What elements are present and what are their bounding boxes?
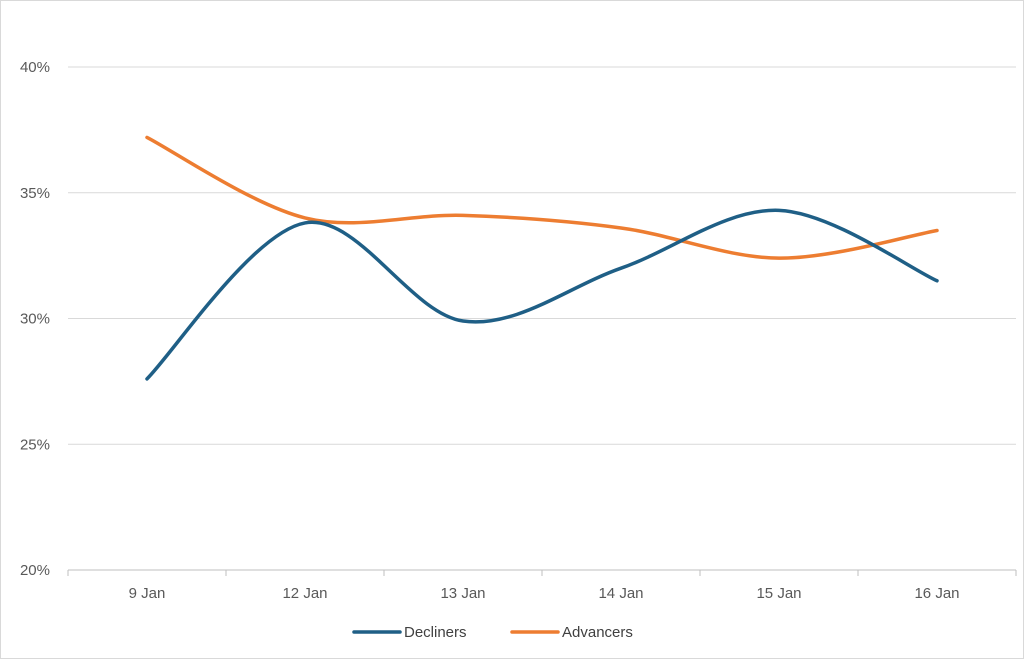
y-tick-label: 35% bbox=[20, 185, 50, 202]
x-tick-label: 14 Jan bbox=[598, 585, 643, 602]
x-tick-label: 16 Jan bbox=[914, 585, 959, 602]
x-tick-label: 12 Jan bbox=[282, 585, 327, 602]
legend-item-advancers: Advancers bbox=[510, 624, 633, 641]
y-tick-label: 25% bbox=[20, 436, 50, 453]
y-tick-label: 30% bbox=[20, 311, 50, 328]
gridlines bbox=[68, 66, 1016, 445]
x-tick-label: 15 Jan bbox=[756, 585, 801, 602]
x-tick-label: 9 Jan bbox=[129, 585, 166, 602]
x-axis bbox=[67, 569, 1017, 576]
series-line-advancers bbox=[145, 135, 939, 260]
x-tick-label: 13 Jan bbox=[440, 585, 485, 602]
y-axis-tick-labels: 20% 25% 30% 35% 40% bbox=[20, 59, 50, 579]
x-axis-tick-labels: 9 Jan 12 Jan 13 Jan 14 Jan 15 Jan 16 Jan bbox=[129, 585, 960, 602]
y-tick-label: 40% bbox=[20, 59, 50, 76]
y-tick-label: 20% bbox=[20, 562, 50, 579]
series-lines bbox=[145, 135, 939, 381]
legend-label: Decliners bbox=[404, 624, 467, 641]
legend: Decliners Advancers bbox=[352, 624, 633, 641]
series-line-decliners bbox=[145, 208, 939, 381]
legend-label: Advancers bbox=[562, 624, 633, 641]
legend-item-decliners: Decliners bbox=[352, 624, 467, 641]
